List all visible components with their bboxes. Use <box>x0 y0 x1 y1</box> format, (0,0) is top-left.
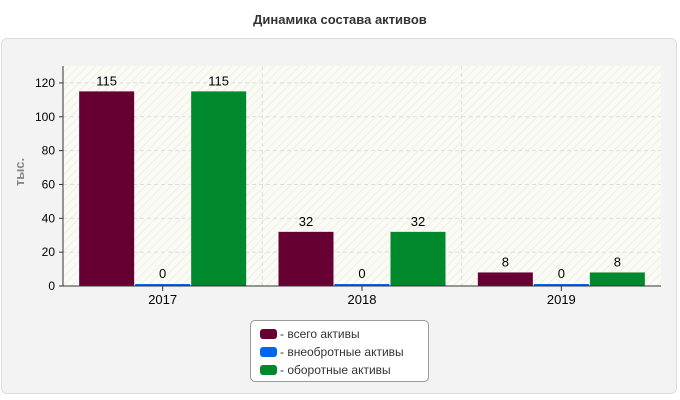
bar[interactable] <box>589 272 645 286</box>
legend-swatch <box>260 329 277 339</box>
data-label: 8 <box>614 254 621 269</box>
legend-swatch <box>260 365 277 375</box>
y-tick-label: 80 <box>42 144 56 158</box>
bar[interactable] <box>334 284 390 286</box>
y-tick-label: 20 <box>42 245 56 259</box>
legend: - всего активы - внеобротные активы - об… <box>250 320 429 382</box>
data-label: 0 <box>558 266 565 281</box>
legend-item[interactable]: - всего активы <box>260 325 428 343</box>
legend-label: - оборотные активы <box>280 363 391 377</box>
data-label: 115 <box>208 73 229 88</box>
data-label: 0 <box>159 266 166 281</box>
legend-swatch <box>260 347 277 357</box>
chart-title: Динамика состава активов <box>253 12 427 27</box>
bar[interactable] <box>191 91 247 286</box>
y-tick-label: 60 <box>42 177 56 191</box>
data-label: 32 <box>411 214 425 229</box>
bar[interactable] <box>79 91 135 286</box>
x-tick-label: 2017 <box>148 292 177 307</box>
y-tick-label: 0 <box>48 279 55 293</box>
y-axis-label: тыс. <box>12 158 27 186</box>
labels: 0204060801001202017115011520183203220198… <box>35 73 621 307</box>
x-tick-label: 2018 <box>348 292 377 307</box>
plot-area <box>63 66 661 286</box>
bar[interactable] <box>533 284 589 286</box>
bar[interactable] <box>477 272 533 286</box>
x-tick-label: 2019 <box>547 292 576 307</box>
grid-lines <box>63 66 661 286</box>
legend-label: - всего активы <box>280 327 360 341</box>
bar[interactable] <box>278 231 334 286</box>
y-tick-label: 120 <box>35 76 55 90</box>
y-tick-label: 100 <box>35 110 55 124</box>
bar[interactable] <box>135 284 191 286</box>
bars <box>79 91 645 286</box>
legend-item[interactable]: - внеобротные активы <box>260 343 428 361</box>
data-label: 0 <box>358 266 365 281</box>
bar[interactable] <box>390 231 446 286</box>
y-tick-label: 40 <box>42 211 56 225</box>
data-label: 32 <box>299 214 313 229</box>
data-label: 115 <box>96 73 117 88</box>
legend-label: - внеобротные активы <box>280 345 404 359</box>
data-label: 8 <box>502 254 509 269</box>
legend-item[interactable]: - оборотные активы <box>260 361 428 379</box>
